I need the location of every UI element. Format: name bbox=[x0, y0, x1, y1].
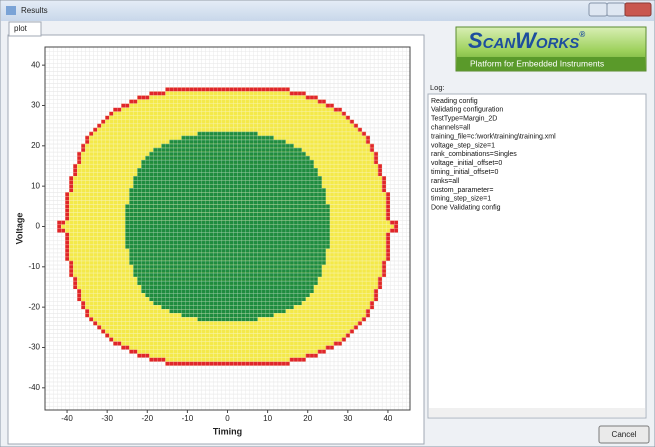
logo-title: ScanWorks® bbox=[468, 28, 585, 53]
y-tick-label: -40 bbox=[28, 383, 40, 392]
log-line: timing_step_size=1 bbox=[431, 196, 491, 203]
log-label: Log: bbox=[430, 83, 445, 92]
x-tick-label: 10 bbox=[263, 414, 272, 423]
x-tick-label: 0 bbox=[225, 414, 230, 423]
close-button[interactable] bbox=[624, 2, 652, 17]
log-box[interactable] bbox=[427, 93, 647, 419]
x-tick-label: -40 bbox=[61, 414, 73, 423]
log-line: Done Validating config bbox=[431, 205, 501, 212]
log-line: rank_combinations=Singles bbox=[431, 151, 517, 158]
x-tick-label: 30 bbox=[343, 414, 352, 423]
y-tick-label: -30 bbox=[28, 343, 40, 352]
y-tick-label: 40 bbox=[31, 60, 40, 69]
log-line: channels=all bbox=[431, 125, 471, 132]
scrollbar[interactable] bbox=[429, 408, 645, 417]
y-tick-label: -20 bbox=[28, 302, 40, 311]
window-title: Results bbox=[21, 6, 48, 15]
log-line: Validating configuration bbox=[431, 107, 503, 114]
log-line: TestType=Margin_2D bbox=[431, 116, 497, 123]
logo-band bbox=[457, 57, 645, 70]
tab-label: plot bbox=[14, 24, 28, 33]
cancel-label: Cancel bbox=[612, 430, 637, 439]
cell-grid-overlay bbox=[45, 47, 410, 410]
log-line: Reading config bbox=[431, 98, 478, 105]
y-tick-label: 20 bbox=[31, 141, 40, 150]
x-tick-label: 40 bbox=[383, 414, 392, 423]
log-line: voltage_initial_offset=0 bbox=[431, 160, 502, 167]
y-tick-label: 10 bbox=[31, 181, 40, 190]
log-line: voltage_step_size=1 bbox=[431, 142, 495, 149]
title-bar bbox=[1, 1, 654, 21]
cancel-button[interactable] bbox=[598, 425, 650, 444]
x-tick-label: -10 bbox=[182, 414, 194, 423]
minimize-button[interactable] bbox=[588, 2, 608, 17]
y-axis-label: Voltage bbox=[14, 213, 24, 245]
x-tick-label: -30 bbox=[101, 414, 113, 423]
log-line: training_file=c:\work\training\training.… bbox=[431, 133, 556, 140]
x-tick-label: 20 bbox=[303, 414, 312, 423]
tab[interactable] bbox=[8, 21, 42, 37]
logo-subtitle: Platform for Embedded Instruments bbox=[470, 58, 604, 68]
maximize-button[interactable] bbox=[606, 2, 626, 17]
x-tick-label: -20 bbox=[141, 414, 153, 423]
log-line: timing_initial_offset=0 bbox=[431, 169, 498, 176]
window-icon bbox=[6, 6, 16, 15]
y-tick-label: -10 bbox=[28, 262, 40, 271]
y-tick-label: 30 bbox=[31, 101, 40, 110]
y-tick-label: 0 bbox=[36, 222, 41, 231]
log-line: ranks=all bbox=[431, 178, 460, 185]
x-axis-label: Timing bbox=[213, 426, 242, 436]
log-line: custom_parameter= bbox=[431, 187, 493, 194]
